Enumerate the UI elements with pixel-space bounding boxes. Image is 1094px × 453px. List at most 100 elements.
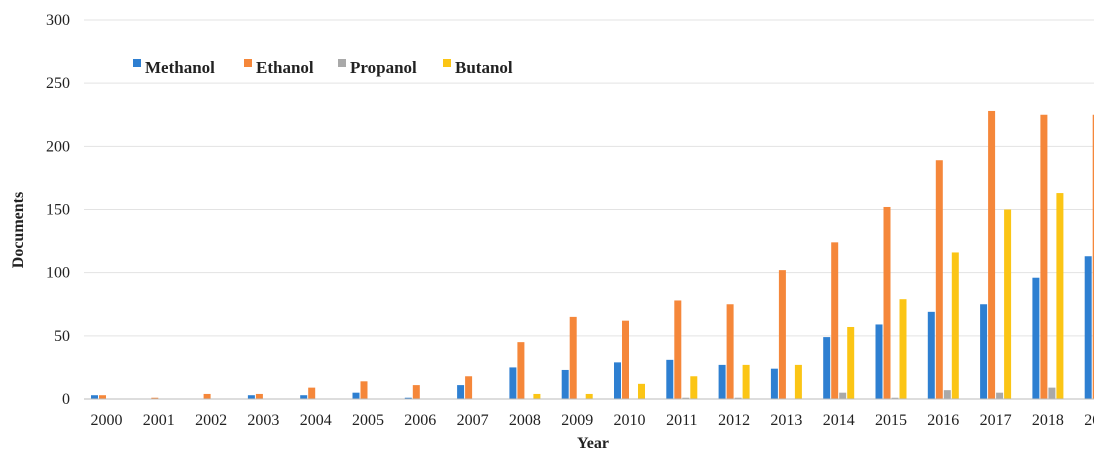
- bar-methanol-2018: [1032, 277, 1040, 399]
- bar-ethanol-2014: [831, 242, 839, 399]
- bar-methanol-2011: [666, 359, 674, 399]
- bar-butanol-2012: [742, 364, 750, 399]
- y-axis-title: Documents: [10, 192, 27, 268]
- legend-label-butanol: Butanol: [455, 58, 513, 77]
- bar-butanol-2016: [951, 252, 959, 399]
- legend-label-propanol: Propanol: [350, 58, 417, 77]
- bar-ethanol-2001: [151, 397, 159, 399]
- legend-label-ethanol: Ethanol: [256, 58, 314, 77]
- bar-butanol-2010: [638, 383, 645, 399]
- x-tick-label: 2013: [770, 412, 802, 429]
- x-tick-label: 2012: [718, 412, 750, 429]
- x-tick-label: 2017: [980, 412, 1012, 429]
- x-tick-label: 2011: [666, 412, 697, 429]
- bar-methanol-2009: [561, 369, 569, 399]
- bar-ethanol-2003: [255, 393, 263, 399]
- bar-methanol-2017: [980, 304, 988, 399]
- bar-propanol-2018: [1048, 387, 1056, 399]
- x-axis-ticks: 2000 2001 2002 2003 2004 2005 2006 2007 2008 2009…: [91, 412, 1094, 429]
- bar-ethanol-2007: [465, 376, 473, 399]
- x-tick-label: 2008: [509, 412, 541, 429]
- gridlines: [84, 19, 1094, 337]
- legend-item-butanol: Butanol: [443, 58, 513, 77]
- legend: Methanol Ethanol Propanol Butanol: [122, 52, 536, 82]
- bar-methanol-2000: [91, 395, 98, 399]
- bar-ethanol-2008: [517, 342, 525, 399]
- bar-butanol-2011: [690, 376, 698, 399]
- bar-ethanol-2016: [935, 160, 943, 399]
- bar-ethanol-2005: [360, 381, 368, 399]
- x-tick-label: 2019: [1084, 412, 1094, 429]
- bar-ethanol-2011: [674, 300, 682, 399]
- bar-ethanol-2013: [778, 270, 786, 399]
- bar-butanol-2009: [585, 393, 593, 399]
- bar-ethanol-2000: [99, 395, 106, 399]
- legend-item-propanol: Propanol: [338, 58, 417, 77]
- y-tick-label: 0: [62, 391, 70, 408]
- bar-methanol-2012: [718, 364, 726, 399]
- legend-swatch-methanol: [133, 59, 141, 67]
- bars: [91, 110, 1094, 400]
- x-tick-label: 2003: [247, 412, 279, 429]
- bar-methanol-2013: [770, 368, 778, 399]
- bar-butanol-2017: [1004, 209, 1012, 399]
- bar-methanol-2008: [509, 367, 517, 399]
- bar-ethanol-2002: [203, 393, 211, 399]
- bar-ethanol-2019: [1092, 114, 1094, 399]
- bar-propanol-2017: [996, 392, 1004, 399]
- bar-methanol-2004: [300, 395, 308, 399]
- x-tick-label: 2014: [823, 412, 855, 429]
- x-tick-label: 2018: [1032, 412, 1064, 429]
- bar-butanol-2015: [899, 299, 907, 399]
- bar-ethanol-2009: [569, 316, 577, 399]
- bar-propanol-2014: [839, 392, 847, 399]
- bar-ethanol-2006: [412, 385, 420, 399]
- bar-ethanol-2017: [988, 110, 996, 400]
- x-tick-label: 2007: [457, 412, 489, 429]
- x-tick-label: 2016: [927, 412, 959, 429]
- bar-ethanol-2012: [726, 304, 734, 399]
- x-tick-label: 2002: [195, 412, 227, 429]
- legend-swatch-ethanol: [244, 59, 252, 67]
- legend-swatch-propanol: [338, 59, 346, 67]
- bar-ethanol-2018: [1040, 114, 1048, 399]
- x-tick-label: 2009: [561, 412, 593, 429]
- bar-methanol-2006: [404, 397, 412, 399]
- legend-label-methanol: Methanol: [145, 58, 215, 77]
- x-tick-label: 2000: [91, 412, 123, 429]
- legend-item-ethanol: Ethanol: [244, 58, 314, 77]
- bar-methanol-2005: [352, 392, 360, 399]
- bar-methanol-2007: [457, 385, 465, 399]
- bar-butanol-2018: [1056, 193, 1064, 399]
- legend-swatch-butanol: [443, 59, 451, 67]
- x-tick-label: 2005: [352, 412, 384, 429]
- bar-ethanol-2015: [883, 206, 891, 399]
- legend-background: [122, 52, 536, 82]
- bar-propanol-2016: [943, 390, 951, 399]
- x-tick-label: 2006: [404, 412, 436, 429]
- bar-propanol-2011: [682, 397, 690, 399]
- bar-methanol-2015: [875, 324, 883, 399]
- y-tick-label: 150: [46, 202, 70, 219]
- y-axis-ticks: 0 50 100 150 200 250 300: [46, 12, 70, 408]
- y-tick-label: 50: [54, 328, 70, 345]
- y-tick-label: 300: [46, 12, 70, 29]
- x-tick-label: 2015: [875, 412, 907, 429]
- x-axis-title: Year: [577, 435, 609, 452]
- bar-methanol-2014: [823, 337, 831, 399]
- legend-item-methanol: Methanol: [133, 58, 215, 77]
- bar-butanol-2014: [847, 326, 855, 399]
- x-tick-label: 2001: [143, 412, 175, 429]
- y-tick-label: 250: [46, 75, 70, 92]
- bar-ethanol-2004: [308, 387, 316, 399]
- bar-methanol-2010: [614, 362, 621, 399]
- bar-methanol-2016: [927, 311, 935, 399]
- bar-butanol-2013: [794, 364, 802, 399]
- x-tick-label: 2010: [614, 412, 646, 429]
- y-tick-label: 200: [46, 138, 70, 155]
- bar-ethanol-2010: [622, 320, 629, 399]
- bar-methanol-2019: [1084, 256, 1092, 399]
- bar-propanol-2012: [734, 397, 742, 399]
- bar-butanol-2008: [533, 393, 541, 399]
